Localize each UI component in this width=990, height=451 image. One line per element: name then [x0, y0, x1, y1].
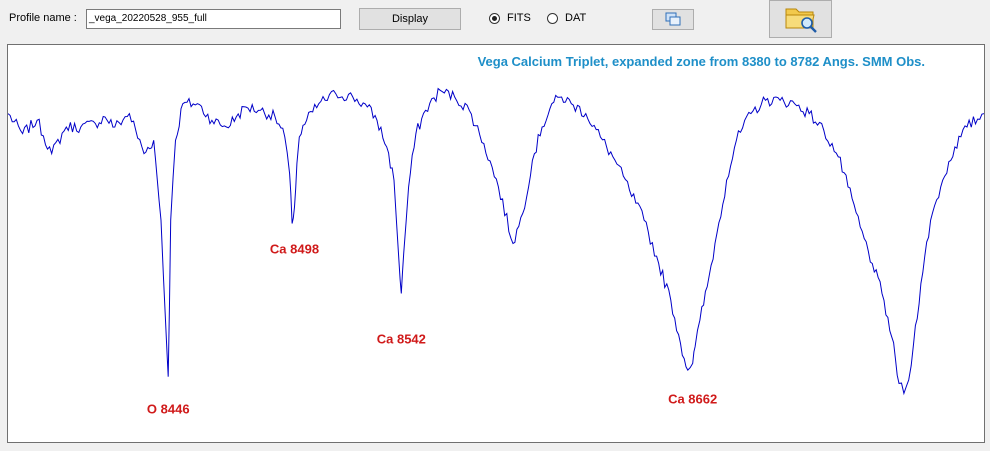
profile-name-label: Profile name : — [9, 12, 77, 24]
line-annotation-2: Ca 8542 — [377, 331, 426, 346]
spectrum-series-line-0 — [8, 87, 984, 396]
copy-window-icon — [665, 12, 681, 26]
line-annotation-3: Ca 8662 — [668, 391, 717, 406]
copy-button[interactable] — [652, 9, 694, 30]
radio-fits[interactable]: FITS — [489, 12, 531, 24]
open-folder-button[interactable] — [769, 0, 832, 38]
radio-fits-label: FITS — [507, 12, 531, 24]
folder-search-icon — [785, 8, 817, 33]
radio-dat-indicator[interactable] — [547, 12, 558, 24]
spectrum-plot[interactable]: Vega Calcium Triplet, expanded zone from… — [7, 44, 985, 443]
radio-fits-indicator[interactable] — [489, 12, 500, 24]
line-annotation-1: Ca 8498 — [270, 242, 319, 257]
spectrum-chart: Vega Calcium Triplet, expanded zone from… — [8, 54, 984, 416]
chart-title: Vega Calcium Triplet, expanded zone from… — [478, 54, 925, 69]
toolbar: Profile name : _vega_20220528_955_full D… — [0, 0, 990, 42]
display-button[interactable]: Display — [359, 8, 461, 30]
line-annotation-0: O 8446 — [147, 401, 190, 416]
radio-dat[interactable]: DAT — [547, 12, 586, 24]
radio-dat-label: DAT — [565, 12, 587, 24]
profile-name-input[interactable]: _vega_20220528_955_full — [86, 9, 341, 29]
